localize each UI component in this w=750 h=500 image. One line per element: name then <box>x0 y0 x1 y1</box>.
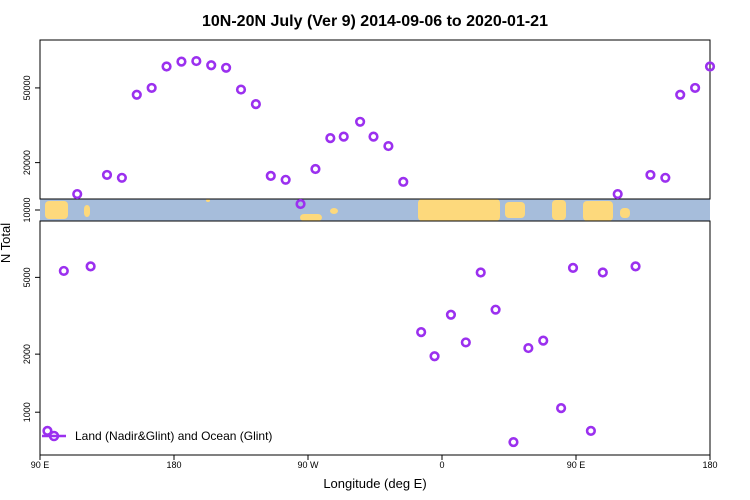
data-point <box>630 261 641 272</box>
data-point <box>368 131 379 142</box>
data-point <box>85 261 96 272</box>
data-point <box>72 188 83 200</box>
data-point <box>538 335 549 346</box>
data-point <box>660 172 671 183</box>
data-point <box>338 131 349 142</box>
data-point <box>355 116 366 127</box>
y-tick-label: 2000 <box>22 344 32 364</box>
data-point <box>58 265 69 277</box>
land-mass <box>330 208 338 214</box>
y-tick-label: 20000 <box>22 150 32 175</box>
y-tick-label: 10000 <box>22 197 32 222</box>
data-point <box>146 82 157 94</box>
data-point <box>675 89 686 100</box>
data-point <box>280 174 291 185</box>
land-mass <box>418 199 500 221</box>
data-point <box>490 304 501 315</box>
data-point <box>42 425 53 436</box>
ocean-band <box>40 199 710 221</box>
legend-label: Land (Nadir&Glint) and Ocean (Glint) <box>75 429 272 443</box>
data-point <box>250 98 261 110</box>
data-point <box>206 60 217 71</box>
legend: Land (Nadir&Glint) and Ocean (Glint) <box>42 429 272 443</box>
data-point <box>131 89 142 100</box>
data-point <box>101 169 113 181</box>
data-point <box>523 342 534 354</box>
data-point <box>116 172 127 183</box>
data-point <box>704 61 716 72</box>
land-mass <box>620 208 630 218</box>
data-point <box>235 84 247 95</box>
x-tick-label: 180 <box>702 460 717 470</box>
land-mass <box>84 205 90 217</box>
land-mass <box>45 201 68 219</box>
data-point <box>445 309 457 320</box>
y-axis: 20000 50000 10000 1000 2000 5000 <box>22 75 40 422</box>
data-points <box>42 55 716 448</box>
data-point <box>556 403 567 414</box>
data-point <box>383 140 394 152</box>
upper-plot-frame <box>39 39 711 200</box>
data-point <box>645 169 656 181</box>
data-point <box>567 262 579 273</box>
data-point <box>429 351 440 362</box>
data-point <box>597 267 608 278</box>
x-tick-label: 0 <box>439 460 444 470</box>
data-point <box>191 55 202 67</box>
x-tick-label: 180 <box>166 460 181 470</box>
x-tick-label: 90 E <box>31 460 50 470</box>
data-point <box>265 170 276 181</box>
land-mass <box>206 199 210 202</box>
data-point <box>612 188 623 200</box>
y-tick-label: 50000 <box>22 75 32 100</box>
data-point <box>690 82 701 94</box>
land-mass <box>583 201 613 221</box>
data-point <box>325 133 336 144</box>
data-point <box>221 62 232 73</box>
data-point <box>416 327 427 338</box>
data-point <box>161 61 172 72</box>
data-point <box>508 436 519 448</box>
x-axis: 90 E 180 90 W 0 90 E 180 <box>31 455 718 470</box>
data-point <box>295 198 306 210</box>
data-point <box>585 425 596 436</box>
map-strip <box>40 199 710 221</box>
data-point <box>475 267 486 278</box>
legend-marker <box>48 430 60 442</box>
data-point <box>310 163 321 175</box>
data-point <box>176 56 187 67</box>
y-tick-label: 1000 <box>22 402 32 422</box>
data-point <box>398 176 409 187</box>
x-axis-label: Longitude (deg E) <box>323 476 426 491</box>
lower-plot-frame <box>39 220 711 456</box>
land-mass <box>505 202 525 218</box>
chart-title: 10N-20N July (Ver 9) 2014-09-06 to 2020-… <box>202 13 548 30</box>
y-axis-label: N Total <box>0 223 13 263</box>
land-mass <box>300 214 322 221</box>
y-tick-label: 5000 <box>22 267 32 287</box>
land-mass <box>552 200 566 220</box>
data-point <box>460 337 471 348</box>
x-tick-label: 90 W <box>297 460 319 470</box>
x-tick-label: 90 E <box>567 460 586 470</box>
